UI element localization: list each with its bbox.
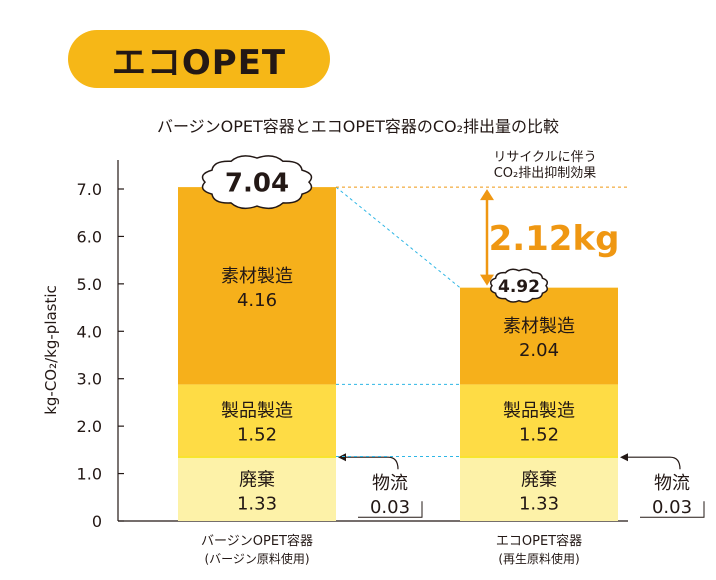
annotation-line2: CO₂排出抑制効果: [494, 166, 597, 181]
y-tick-label: 3.0: [77, 370, 102, 389]
connector-dashed-line: [335, 186, 461, 289]
bar-segment-製品製造: [178, 384, 336, 457]
total-cloud-virgin: 7.04: [201, 155, 313, 210]
segment-name-label: 廃棄: [239, 469, 275, 490]
bar-segment-素材製造: [460, 287, 618, 385]
bar-segment-素材製造: [178, 187, 336, 385]
bar-segment-廃棄: [460, 457, 618, 521]
segment-value-label: 1.33: [519, 493, 559, 514]
category-label: エコOPET容器: [496, 533, 582, 549]
y-axis-label: kg-CO₂/kg-plastic: [42, 285, 60, 415]
bar-segment-製品製造: [460, 384, 618, 457]
difference-value-label: 2.12kg: [489, 219, 620, 259]
difference-arrow-head-up: [480, 189, 494, 201]
logistics-arrow-curve: [669, 456, 681, 470]
segment-value-label: 1.33: [237, 493, 277, 514]
logistics-name-label: 物流: [654, 473, 690, 494]
y-tick-label: 7.0: [77, 180, 102, 199]
category-sublabel: (再生原料使用): [498, 551, 579, 566]
segment-name-label: 製品製造: [221, 400, 293, 421]
bar-segment-物流: [178, 456, 336, 458]
logistics-arrow-head: [338, 453, 346, 462]
logistics-name-label: 物流: [372, 473, 408, 494]
segment-name-label: 廃棄: [521, 469, 557, 490]
segment-name-label: 素材製造: [503, 316, 575, 337]
title-badge: エコOPET: [68, 30, 330, 88]
total-cloud-eco-label: 4.92: [498, 277, 540, 297]
total-cloud-eco: 4.92: [489, 268, 549, 303]
y-tick-label: 6.0: [77, 227, 102, 246]
category-label: バージンOPET容器: [201, 533, 313, 549]
logistics-value-label: 0.03: [652, 497, 692, 518]
segment-name-label: 素材製造: [221, 266, 293, 287]
logistics-arrow-curve: [387, 456, 399, 470]
y-tick-label: 2.0: [77, 417, 102, 436]
annotation-line1: リサイクルに伴う: [493, 150, 596, 165]
chart-title: バージンOPET容器とエコOPET容器のCO₂排出量の比較: [156, 117, 560, 136]
bar-segment-物流: [460, 456, 618, 458]
logistics-arrow-head: [620, 453, 628, 462]
category-sublabel: (バージン原料使用): [204, 551, 309, 566]
difference-arrow-head-down: [480, 274, 494, 286]
total-cloud-eco-shape: [489, 268, 549, 303]
segment-value-label: 1.52: [519, 424, 559, 445]
segment-value-label: 1.52: [237, 424, 277, 445]
total-cloud-virgin-shape: [201, 155, 313, 210]
segment-value-label: 2.04: [519, 340, 559, 361]
total-cloud-virgin-label: 7.04: [225, 168, 289, 198]
logistics-bracket: [640, 501, 705, 518]
title-badge-text: エコOPET: [111, 42, 287, 83]
segment-value-label: 4.16: [237, 290, 277, 311]
y-tick-label: 4.0: [77, 322, 102, 341]
y-tick-label: 0: [92, 512, 102, 531]
bar-segment-廃棄: [178, 457, 336, 521]
segment-name-label: 製品製造: [503, 400, 575, 421]
y-tick-label: 1.0: [77, 465, 102, 484]
logistics-value-label: 0.03: [370, 497, 410, 518]
logistics-bracket: [358, 501, 423, 518]
y-tick-label: 5.0: [77, 275, 102, 294]
